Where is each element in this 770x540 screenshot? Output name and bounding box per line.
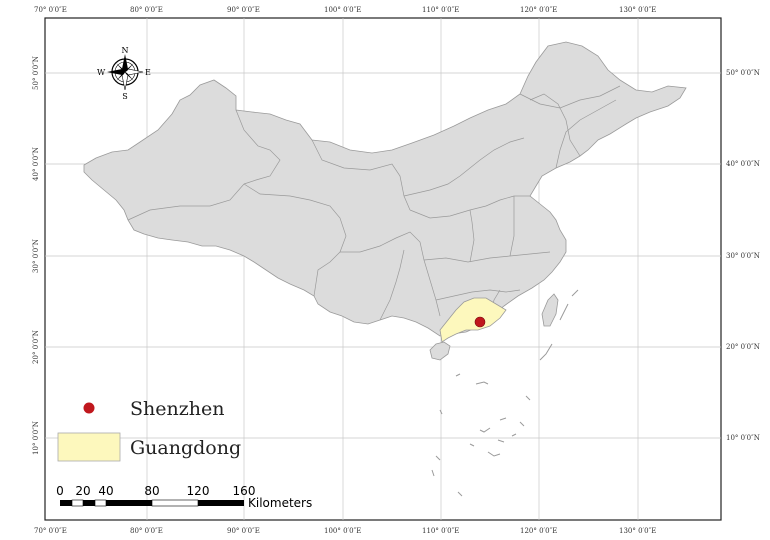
compass-south-label: S <box>122 92 127 101</box>
lon-ticks-top: 70° 0′0″E 80° 0′0″E 90° 0′0″E 100° 0′0″E… <box>34 6 656 14</box>
lon-tick-label: 100° 0′0″E <box>324 6 361 14</box>
lat-tick-label: 50° 0′0″N <box>32 56 40 90</box>
legend-area-symbol <box>57 432 121 462</box>
lat-ticks-left: 50° 0′0″N 40° 0′0″N 30° 0′0″N 20° 0′0″N … <box>32 56 40 455</box>
lon-tick-label: 90° 0′0″E <box>227 527 260 535</box>
lat-tick-label: 40° 0′0″N <box>32 147 40 181</box>
legend: Shenzhen Guangdong <box>57 398 241 462</box>
scale-segment <box>151 499 199 507</box>
scale-label: 0 <box>56 484 64 498</box>
scale-segment <box>60 500 72 506</box>
scale-label: 20 <box>75 484 90 498</box>
scale-bar: 0 20 40 80 120 160 Kilometers <box>56 484 312 510</box>
compass-north-label: N <box>122 46 129 55</box>
scale-label: 120 <box>187 484 210 498</box>
compass-rose: N S E W <box>97 46 151 101</box>
province-borders <box>127 85 621 321</box>
shenzhen-point <box>474 316 486 328</box>
scale-segment <box>198 500 244 506</box>
lon-tick-label: 70° 0′0″E <box>34 527 67 535</box>
lon-tick-label: 110° 0′0″E <box>422 6 459 14</box>
compass-west-label: W <box>97 68 106 77</box>
scale-label: 40 <box>98 484 113 498</box>
lat-tick-label: 20° 0′0″N <box>32 330 40 364</box>
scale-unit-label: Kilometers <box>248 496 312 510</box>
guangdong-highlight <box>439 297 507 343</box>
lon-tick-label: 100° 0′0″E <box>324 527 361 535</box>
lon-tick-label: 80° 0′0″E <box>130 527 163 535</box>
legend-point-label: Shenzhen <box>130 398 224 420</box>
compass-east-label: E <box>145 68 151 77</box>
lat-tick-label: 10° 0′0″N <box>726 434 760 442</box>
lon-tick-label: 90° 0′0″E <box>227 6 260 14</box>
hainan-island <box>429 341 451 361</box>
scale-segment <box>106 500 152 506</box>
scale-label: 80 <box>144 484 159 498</box>
lon-tick-label: 130° 0′0″E <box>619 6 656 14</box>
lon-tick-label: 120° 0′0″E <box>520 527 557 535</box>
lon-tick-label: 130° 0′0″E <box>619 527 656 535</box>
lat-tick-label: 20° 0′0″N <box>726 343 760 351</box>
lon-tick-label: 70° 0′0″E <box>34 6 67 14</box>
lat-tick-label: 30° 0′0″N <box>32 239 40 273</box>
lat-tick-label: 30° 0′0″N <box>726 252 760 260</box>
taiwan-island <box>541 293 559 327</box>
scale-segment <box>94 499 107 507</box>
legend-area-label: Guangdong <box>130 437 241 459</box>
scale-segment <box>83 500 95 506</box>
lat-tick-label: 40° 0′0″N <box>726 160 760 168</box>
south-sea-islands <box>431 289 579 497</box>
legend-point-symbol <box>83 402 95 414</box>
scale-label: 160 <box>233 484 256 498</box>
lon-ticks-bottom: 70° 0′0″E 80° 0′0″E 90° 0′0″E 100° 0′0″E… <box>34 527 656 535</box>
lon-tick-label: 80° 0′0″E <box>130 6 163 14</box>
scale-segment <box>71 499 84 507</box>
lat-tick-label: 10° 0′0″N <box>32 421 40 455</box>
lat-ticks-right: 50° 0′0″N 40° 0′0″N 30° 0′0″N 20° 0′0″N … <box>726 69 760 442</box>
lat-tick-label: 50° 0′0″N <box>726 69 760 77</box>
lon-tick-label: 120° 0′0″E <box>520 6 557 14</box>
lon-tick-label: 110° 0′0″E <box>422 527 459 535</box>
